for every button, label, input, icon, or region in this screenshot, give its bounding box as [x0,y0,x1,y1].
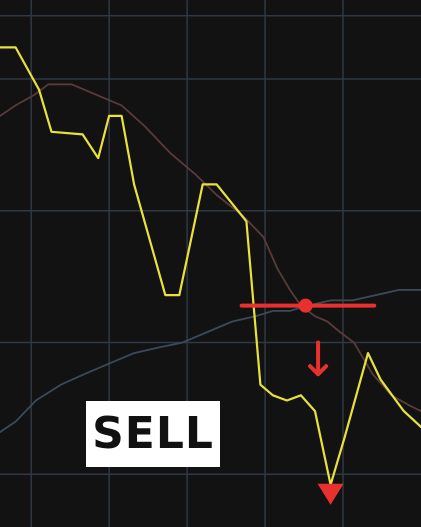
price-line [0,46,421,486]
sell-signal-badge: SELL [86,401,220,467]
down-arrow-icon [308,364,329,377]
sell-label: SELL [92,408,214,459]
series-group [0,46,421,486]
moving-average-line [0,83,421,413]
lower-band-line [0,288,421,434]
annotations [239,298,377,505]
level-marker-dot [298,298,313,313]
sell-triangle-icon [317,483,344,505]
